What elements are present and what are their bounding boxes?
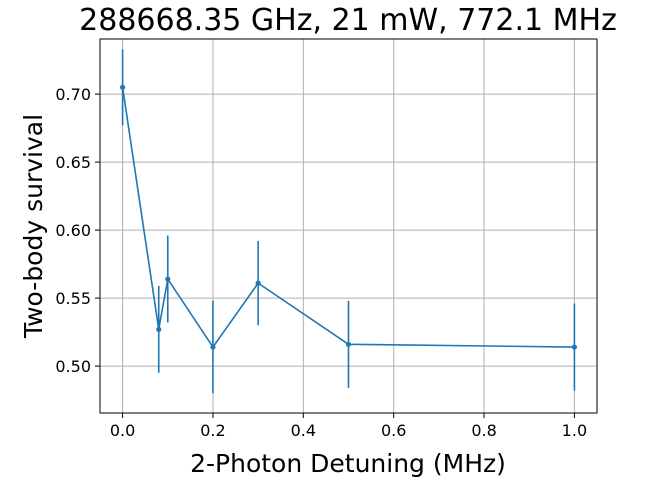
data-point xyxy=(156,326,162,332)
data-point xyxy=(119,84,126,90)
plot-frame xyxy=(99,38,598,414)
x-axis-ticks: 0.0 0.2 0.4 0.6 0.8 1.0 xyxy=(110,413,587,440)
data-point xyxy=(255,280,261,286)
x-tick-label: 0.0 xyxy=(110,421,135,440)
x-tick-label: 1.0 xyxy=(562,421,587,440)
x-tick-label: 0.2 xyxy=(200,421,225,440)
y-tick-label: 0.50 xyxy=(55,357,91,376)
x-tick-label: 0.6 xyxy=(381,421,406,440)
data-point xyxy=(165,276,171,282)
y-tick-label: 0.65 xyxy=(55,153,91,172)
y-axis-label: Two-body survival xyxy=(19,114,48,339)
y-tick-label: 0.60 xyxy=(55,221,91,240)
data-point xyxy=(345,341,352,347)
grid xyxy=(100,39,597,413)
x-tick-label: 0.8 xyxy=(471,421,496,440)
chart-title: 288668.35 GHz, 21 mW, 772.1 MHz xyxy=(79,3,617,38)
x-tick-label: 0.4 xyxy=(291,421,316,440)
data-series xyxy=(119,49,578,394)
y-tick-label: 0.55 xyxy=(55,289,91,308)
x-axis-label: 2-Photon Detuning (MHz) xyxy=(190,449,506,478)
y-tick-label: 0.70 xyxy=(55,85,91,104)
data-point xyxy=(571,344,578,350)
y-axis-ticks: 0.50 0.55 0.60 0.65 0.70 xyxy=(55,85,100,376)
data-point xyxy=(210,344,216,350)
